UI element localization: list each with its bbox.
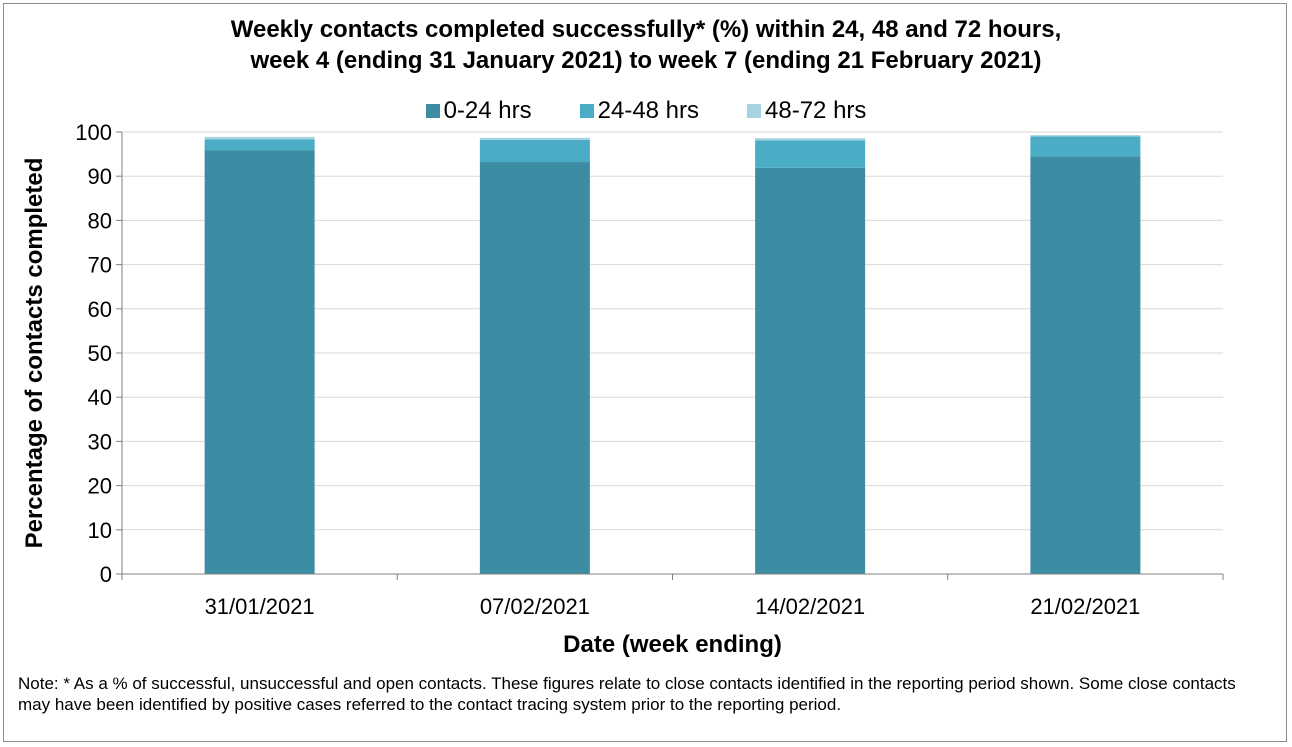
legend-swatch-24-48 <box>579 104 594 118</box>
y-tick-label-40: 40 <box>88 385 112 410</box>
y-tick-label-20: 20 <box>88 474 112 499</box>
bar-24-48-hrs-21-02-2021 <box>1030 136 1141 157</box>
y-tick-label-50: 50 <box>88 341 112 366</box>
bar-48-72-hrs-21-02-2021 <box>1030 135 1141 137</box>
legend-label-48-72: 48-72 hrs <box>765 97 867 124</box>
legend-item-48-72: 48-72 hrs <box>747 97 866 125</box>
chart-title-line-2: week 4 (ending 31 January 2021) to week … <box>250 47 1042 74</box>
legend-label-0-24: 0-24 hrs <box>443 97 532 124</box>
x-axis-title: Date (week ending) <box>563 631 782 658</box>
chart-title-line-1: Weekly contacts completed successfully* … <box>230 16 1062 43</box>
y-tick-label-90: 90 <box>88 164 112 189</box>
bar-0-24-hrs-14-02-2021 <box>755 167 866 574</box>
legend-label-24-48: 24-48 hrs <box>597 97 700 124</box>
bar-0-24-hrs-07-02-2021 <box>479 162 590 574</box>
chart-legend: 0-24 hrs 24-48 hrs 48-72 hrs <box>0 96 1292 126</box>
legend-swatch-48-72 <box>747 104 762 118</box>
bar-48-72-hrs-31-01-2021 <box>204 136 315 140</box>
x-tick-label-31-01-2021: 31/01/2021 <box>205 594 315 619</box>
chart-frame <box>3 3 1287 742</box>
y-axis-title: Percentage of contacts completed <box>21 158 48 549</box>
x-tick-label-07-02-2021: 07/02/2021 <box>480 594 590 619</box>
bar-48-72-hrs-07-02-2021 <box>479 137 590 140</box>
chart-title: Weekly contacts completed successfully* … <box>0 14 1292 76</box>
bar-24-48-hrs-14-02-2021 <box>755 140 866 168</box>
legend-item-24-48: 24-48 hrs <box>579 97 700 125</box>
bar-0-24-hrs-21-02-2021 <box>1030 156 1141 574</box>
chart-note: Note: * As a % of successful, unsuccessf… <box>18 674 1236 714</box>
bar-0-24-hrs-31-01-2021 <box>204 150 315 574</box>
bar-24-48-hrs-31-01-2021 <box>204 139 315 151</box>
bar-48-72-hrs-14-02-2021 <box>755 138 866 141</box>
legend-swatch-0-24 <box>425 104 440 118</box>
y-tick-label-10: 10 <box>88 518 112 543</box>
y-tick-label-0: 0 <box>100 562 112 587</box>
y-tick-label-100: 100 <box>75 120 112 145</box>
y-tick-label-60: 60 <box>88 297 112 322</box>
y-tick-label-70: 70 <box>88 253 112 278</box>
x-tick-label-21-02-2021: 21/02/2021 <box>1030 594 1140 619</box>
y-tick-label-30: 30 <box>88 429 112 454</box>
x-tick-label-14-02-2021: 14/02/2021 <box>755 594 865 619</box>
legend-item-0-24: 0-24 hrs <box>425 97 532 125</box>
bar-24-48-hrs-07-02-2021 <box>479 139 590 163</box>
y-tick-label-80: 80 <box>88 208 112 233</box>
